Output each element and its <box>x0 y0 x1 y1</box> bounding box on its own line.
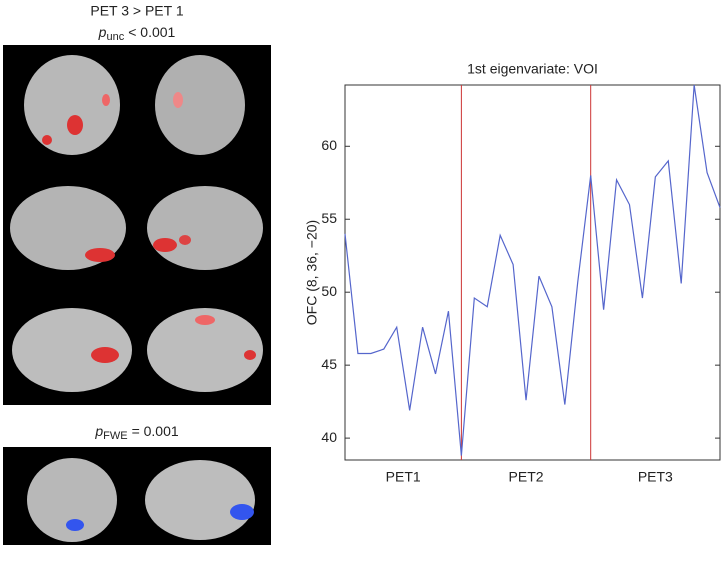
y-axis-label: OFC (8, 36, −20) <box>304 220 320 325</box>
x-category-label: PET1 <box>386 469 421 485</box>
threshold-top: punc < 0.001 <box>98 24 176 43</box>
p-symbol: p <box>94 423 103 439</box>
subscript: FWE <box>103 430 127 442</box>
threshold-value: < 0.001 <box>128 24 175 40</box>
y-tick-label: 40 <box>321 429 337 445</box>
chart-title: 1st eigenvariate: VOI <box>467 61 598 77</box>
threshold-bottom: pFWE = 0.001 <box>94 423 179 442</box>
p-symbol: p <box>98 24 107 40</box>
y-tick-label: 55 <box>321 210 337 226</box>
y-tick-label: 45 <box>321 356 337 372</box>
x-category-label: PET3 <box>638 469 673 485</box>
threshold-value: = 0.001 <box>132 423 179 439</box>
y-tick-label: 60 <box>321 137 337 153</box>
subscript: unc <box>106 31 124 43</box>
x-category-label: PET2 <box>509 469 544 485</box>
plot-frame <box>344 84 721 461</box>
brain-panel-bottom <box>3 447 271 545</box>
y-tick-label: 50 <box>321 283 337 299</box>
brain-panel-top <box>3 45 271 405</box>
heading: PET 3 > PET 1 <box>90 3 183 19</box>
data-line <box>344 84 721 456</box>
